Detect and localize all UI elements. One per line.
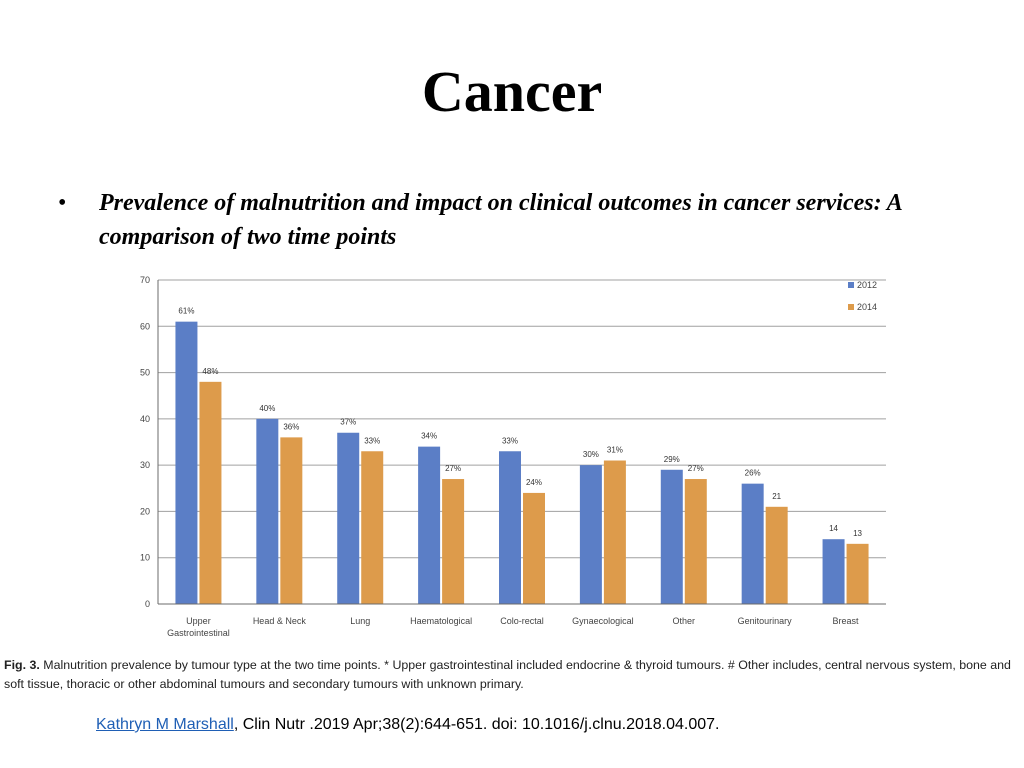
bar-2012 <box>822 539 845 604</box>
y-tick-label: 0 <box>145 599 150 609</box>
legend-label-2012: 2012 <box>857 280 877 290</box>
data-label: 27% <box>688 464 704 473</box>
bar-2012 <box>175 321 198 604</box>
data-label: 37% <box>340 418 356 427</box>
bullet-item: • Prevalence of malnutrition and impact … <box>58 186 958 254</box>
x-tick-label: Lung <box>350 616 370 626</box>
data-label: 61% <box>178 307 194 316</box>
bar-2014 <box>846 543 869 604</box>
data-label: 29% <box>664 455 680 464</box>
data-label: 24% <box>526 478 542 487</box>
bar-2014 <box>765 506 788 604</box>
bar-2014 <box>684 479 707 604</box>
bar-2012 <box>660 469 683 604</box>
x-tick-label: Haematological <box>410 616 472 626</box>
y-tick-label: 70 <box>140 275 150 285</box>
axes: 0 10 20 30 40 50 60 70 Upper Gastrointestinal Head… <box>140 275 886 638</box>
bar-2014 <box>361 451 384 604</box>
legend: 2012 2014 <box>848 280 877 312</box>
data-labels: 61% 48% 40% 36% 37% 33% 34% 27% 33% 24% 30% 31% 29% 2… <box>178 307 862 538</box>
y-tick-label: 50 <box>140 368 150 378</box>
data-label: 40% <box>259 404 275 413</box>
bar-2014 <box>523 492 545 604</box>
y-tick-label: 60 <box>140 321 150 331</box>
bar-2012 <box>741 483 764 604</box>
bar-2014 <box>280 437 303 604</box>
caption-text: Malnutrition prevalence by tumour type a… <box>4 658 1011 691</box>
gridlines <box>158 279 886 559</box>
data-label: 26% <box>745 469 761 478</box>
caption-label: Fig. 3. <box>4 658 40 672</box>
bar-2014 <box>199 381 222 604</box>
data-label: 31% <box>607 446 623 455</box>
figure-caption: Fig. 3. Malnutrition prevalence by tumou… <box>4 656 1020 694</box>
bar-2012 <box>499 451 521 604</box>
citation-text: , Clin Nutr .2019 Apr;38(2):644-651. doi… <box>233 716 720 733</box>
malnutrition-bar-chart: 61% 48% 40% 36% 37% 33% 34% 27% 33% 24% 30% 31% 29% 2… <box>140 275 886 638</box>
data-label: 14 <box>829 524 838 533</box>
bar-2012 <box>337 432 360 604</box>
data-label: 27% <box>445 464 461 473</box>
x-tick-label: Other <box>673 616 696 626</box>
legend-swatch-2014 <box>848 304 854 310</box>
data-label: 33% <box>502 436 518 445</box>
y-tick-label: 30 <box>140 460 150 470</box>
data-label: 30% <box>583 450 599 459</box>
bar-2014 <box>603 460 626 604</box>
bar-2012 <box>418 446 441 604</box>
x-tick-label: Colo-rectal <box>500 616 544 626</box>
bar-2012 <box>256 418 279 604</box>
x-tick-label: Genitourinary <box>738 616 793 626</box>
y-tick-label: 40 <box>140 414 150 424</box>
legend-label-2014: 2014 <box>857 302 877 312</box>
bars <box>175 321 869 604</box>
slide-title: Cancer <box>421 59 603 124</box>
bullet-marker: • <box>58 190 67 216</box>
data-label: 33% <box>364 436 380 445</box>
legend-swatch-2012 <box>848 282 854 288</box>
x-tick-label: Upper <box>186 616 211 626</box>
x-tick-label: Breast <box>833 616 860 626</box>
y-tick-label: 10 <box>140 553 150 563</box>
bullet-text: Prevalence of malnutrition and impact on… <box>99 190 902 250</box>
data-label: 34% <box>421 432 437 441</box>
data-label: 21 <box>772 492 781 501</box>
x-tick-label: Gastrointestinal <box>167 628 230 638</box>
bar-2014 <box>442 479 465 604</box>
author-link[interactable]: Kathryn M Marshall <box>96 716 234 733</box>
x-tick-label: Gynaecological <box>572 616 634 626</box>
x-tick-label: Head & Neck <box>253 616 307 626</box>
data-label: 36% <box>283 422 299 431</box>
citation: Kathryn M Marshall, Clin Nutr .2019 Apr;… <box>96 716 720 734</box>
y-tick-label: 20 <box>140 506 150 516</box>
data-label: 48% <box>202 367 218 376</box>
data-label: 13 <box>853 529 862 538</box>
bar-2012 <box>579 465 602 604</box>
